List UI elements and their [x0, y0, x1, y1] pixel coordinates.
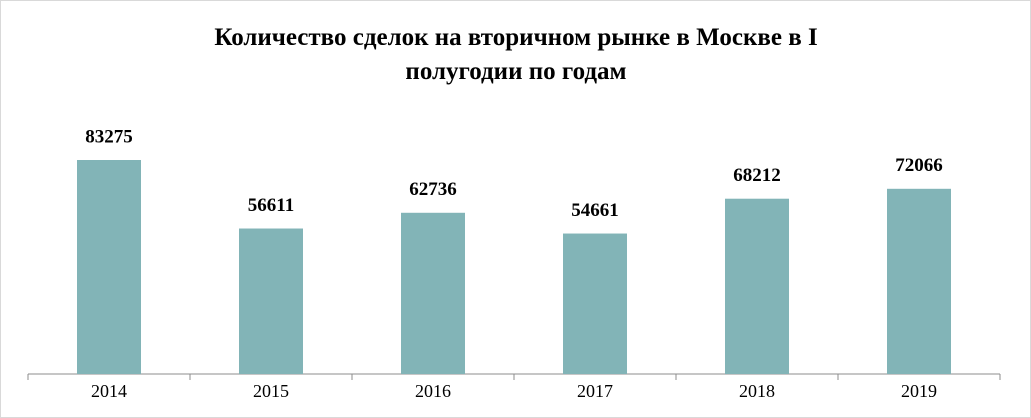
- x-tick-label: 2017: [577, 381, 613, 401]
- x-tick-label: 2014: [91, 381, 127, 401]
- x-tick-label: 2019: [901, 381, 937, 401]
- data-label: 68212: [733, 165, 781, 186]
- bar: [77, 160, 141, 374]
- bar: [887, 188, 951, 374]
- bar: [401, 212, 465, 374]
- bar: [239, 228, 303, 374]
- data-label: 83275: [85, 126, 133, 147]
- data-label: 56611: [248, 195, 294, 216]
- bar: [725, 198, 789, 374]
- data-label: 54661: [571, 200, 619, 221]
- data-label: 72066: [895, 155, 943, 176]
- bar: [563, 233, 627, 374]
- chart-title: Количество сделок на вторичном рынке в М…: [214, 24, 818, 85]
- x-tick-label: 2015: [253, 381, 289, 401]
- x-tick-label: 2016: [415, 381, 451, 401]
- data-label: 62736: [409, 179, 457, 200]
- x-tick-label: 2018: [739, 381, 775, 401]
